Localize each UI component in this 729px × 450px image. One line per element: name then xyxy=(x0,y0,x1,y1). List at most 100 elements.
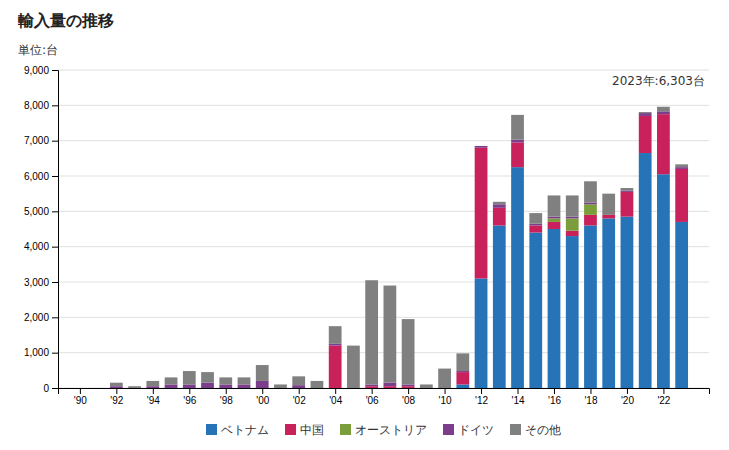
x-tick-mark xyxy=(262,388,263,394)
bar-segment xyxy=(511,167,524,388)
y-tick-mark xyxy=(52,211,58,212)
y-tick-label: 6,000 xyxy=(24,171,49,182)
y-tick: 9,000 xyxy=(24,65,58,76)
bar-segment xyxy=(311,381,324,388)
series xyxy=(456,153,688,388)
bars xyxy=(110,107,688,388)
bar-segment xyxy=(493,204,506,208)
bar-segment xyxy=(456,384,469,388)
bar-segment xyxy=(602,218,615,388)
bar-segment xyxy=(365,386,378,388)
bar-segment xyxy=(621,191,634,192)
x-tick: '06 xyxy=(366,388,379,406)
x-tick-label: '96 xyxy=(183,395,196,406)
y-tick: 1,000 xyxy=(24,347,58,358)
bar-segment xyxy=(639,153,652,388)
x-tick-mark xyxy=(408,388,409,394)
grid-line xyxy=(58,105,709,106)
x-tick-mark xyxy=(663,388,664,394)
bar-segment xyxy=(456,372,469,384)
bar-segment xyxy=(238,377,251,384)
y-tick: 3,000 xyxy=(24,277,58,288)
y-tick-label: 8,000 xyxy=(24,100,49,111)
x-tick-label: '92 xyxy=(110,395,123,406)
y-tick-label: 0 xyxy=(43,383,49,394)
bar-segment xyxy=(584,225,597,388)
legend-label: 中国 xyxy=(300,423,324,437)
bar-segment xyxy=(74,388,87,389)
bar-segment xyxy=(639,116,652,153)
legend-label: その他 xyxy=(525,423,561,437)
bar-segment xyxy=(621,192,634,217)
x-tick-label: '12 xyxy=(475,395,488,406)
bar-segment xyxy=(475,145,488,146)
bar-segment xyxy=(329,346,342,388)
y-tick: 2,000 xyxy=(24,312,58,323)
x-tick-mark xyxy=(299,388,300,394)
x-tick: '04 xyxy=(329,388,342,406)
bar-segment xyxy=(675,222,688,388)
bar-segment xyxy=(219,377,232,384)
y-tick-mark xyxy=(52,247,58,248)
y-tick: 8,000 xyxy=(24,100,58,111)
bar-segment xyxy=(529,225,542,232)
bar-segment xyxy=(146,386,159,388)
bar-segment xyxy=(74,388,87,389)
legend: ベトナム 中国 オーストリア ドイツ その他 xyxy=(206,423,561,437)
legend-label: ドイツ xyxy=(458,423,494,437)
bar-segment xyxy=(183,384,196,388)
bar-segment xyxy=(566,195,579,216)
bar-segment xyxy=(329,344,342,346)
x-tick: '90 xyxy=(74,388,87,406)
grid-line xyxy=(58,176,709,177)
legend-item: ベトナム xyxy=(206,423,269,437)
bar-segment xyxy=(529,224,542,226)
grid-line xyxy=(58,140,709,141)
bar-segment xyxy=(584,204,597,215)
y-tick-mark xyxy=(52,317,58,318)
bar-segment xyxy=(675,169,688,222)
bar-segment xyxy=(456,371,469,372)
bar-segment xyxy=(639,113,652,116)
y-tick-label: 5,000 xyxy=(24,206,49,217)
grid xyxy=(58,70,709,388)
bar-segment xyxy=(602,194,615,215)
x-tick-mark xyxy=(372,388,373,394)
bar-segment xyxy=(365,384,378,386)
grid-line xyxy=(58,70,709,71)
bar-segment xyxy=(493,202,506,204)
x-tick-mark xyxy=(116,388,117,394)
title: 輸入量の推移 xyxy=(17,11,114,30)
bar-segment xyxy=(292,385,305,388)
x-tick-label: '04 xyxy=(329,395,342,406)
bar-segment xyxy=(92,388,105,389)
y-tick-mark xyxy=(52,353,58,354)
y-tick-label: 4,000 xyxy=(24,241,49,252)
bar-segment xyxy=(493,225,506,388)
bar-segment xyxy=(438,369,451,388)
x-tick-label: '14 xyxy=(512,395,525,406)
bar-segment xyxy=(110,383,123,387)
y-axis-title: 単位:台 xyxy=(18,43,58,57)
bar-segment xyxy=(201,372,214,383)
bar-segment xyxy=(475,148,488,279)
x-tick-label: '22 xyxy=(657,395,670,406)
bar-segment xyxy=(384,286,397,383)
bar-segment xyxy=(74,388,87,389)
bar-segment xyxy=(548,218,561,222)
x-tick: '20 xyxy=(621,388,634,406)
legend-label: オーストリア xyxy=(355,423,427,437)
bar-segment xyxy=(384,386,397,388)
bar-segment xyxy=(74,388,87,389)
series xyxy=(110,111,688,388)
y-tick: 4,000 xyxy=(24,241,58,252)
x-tick-mark xyxy=(80,388,81,394)
x-tick-label: '06 xyxy=(366,395,379,406)
x-tick: '02 xyxy=(293,388,306,406)
bar-segment xyxy=(548,195,561,216)
legend-item: その他 xyxy=(510,423,561,437)
x-tick-mark xyxy=(445,388,446,394)
bar-segment xyxy=(621,217,634,388)
bar-segment xyxy=(456,372,469,373)
x-tick-label: '10 xyxy=(439,395,452,406)
